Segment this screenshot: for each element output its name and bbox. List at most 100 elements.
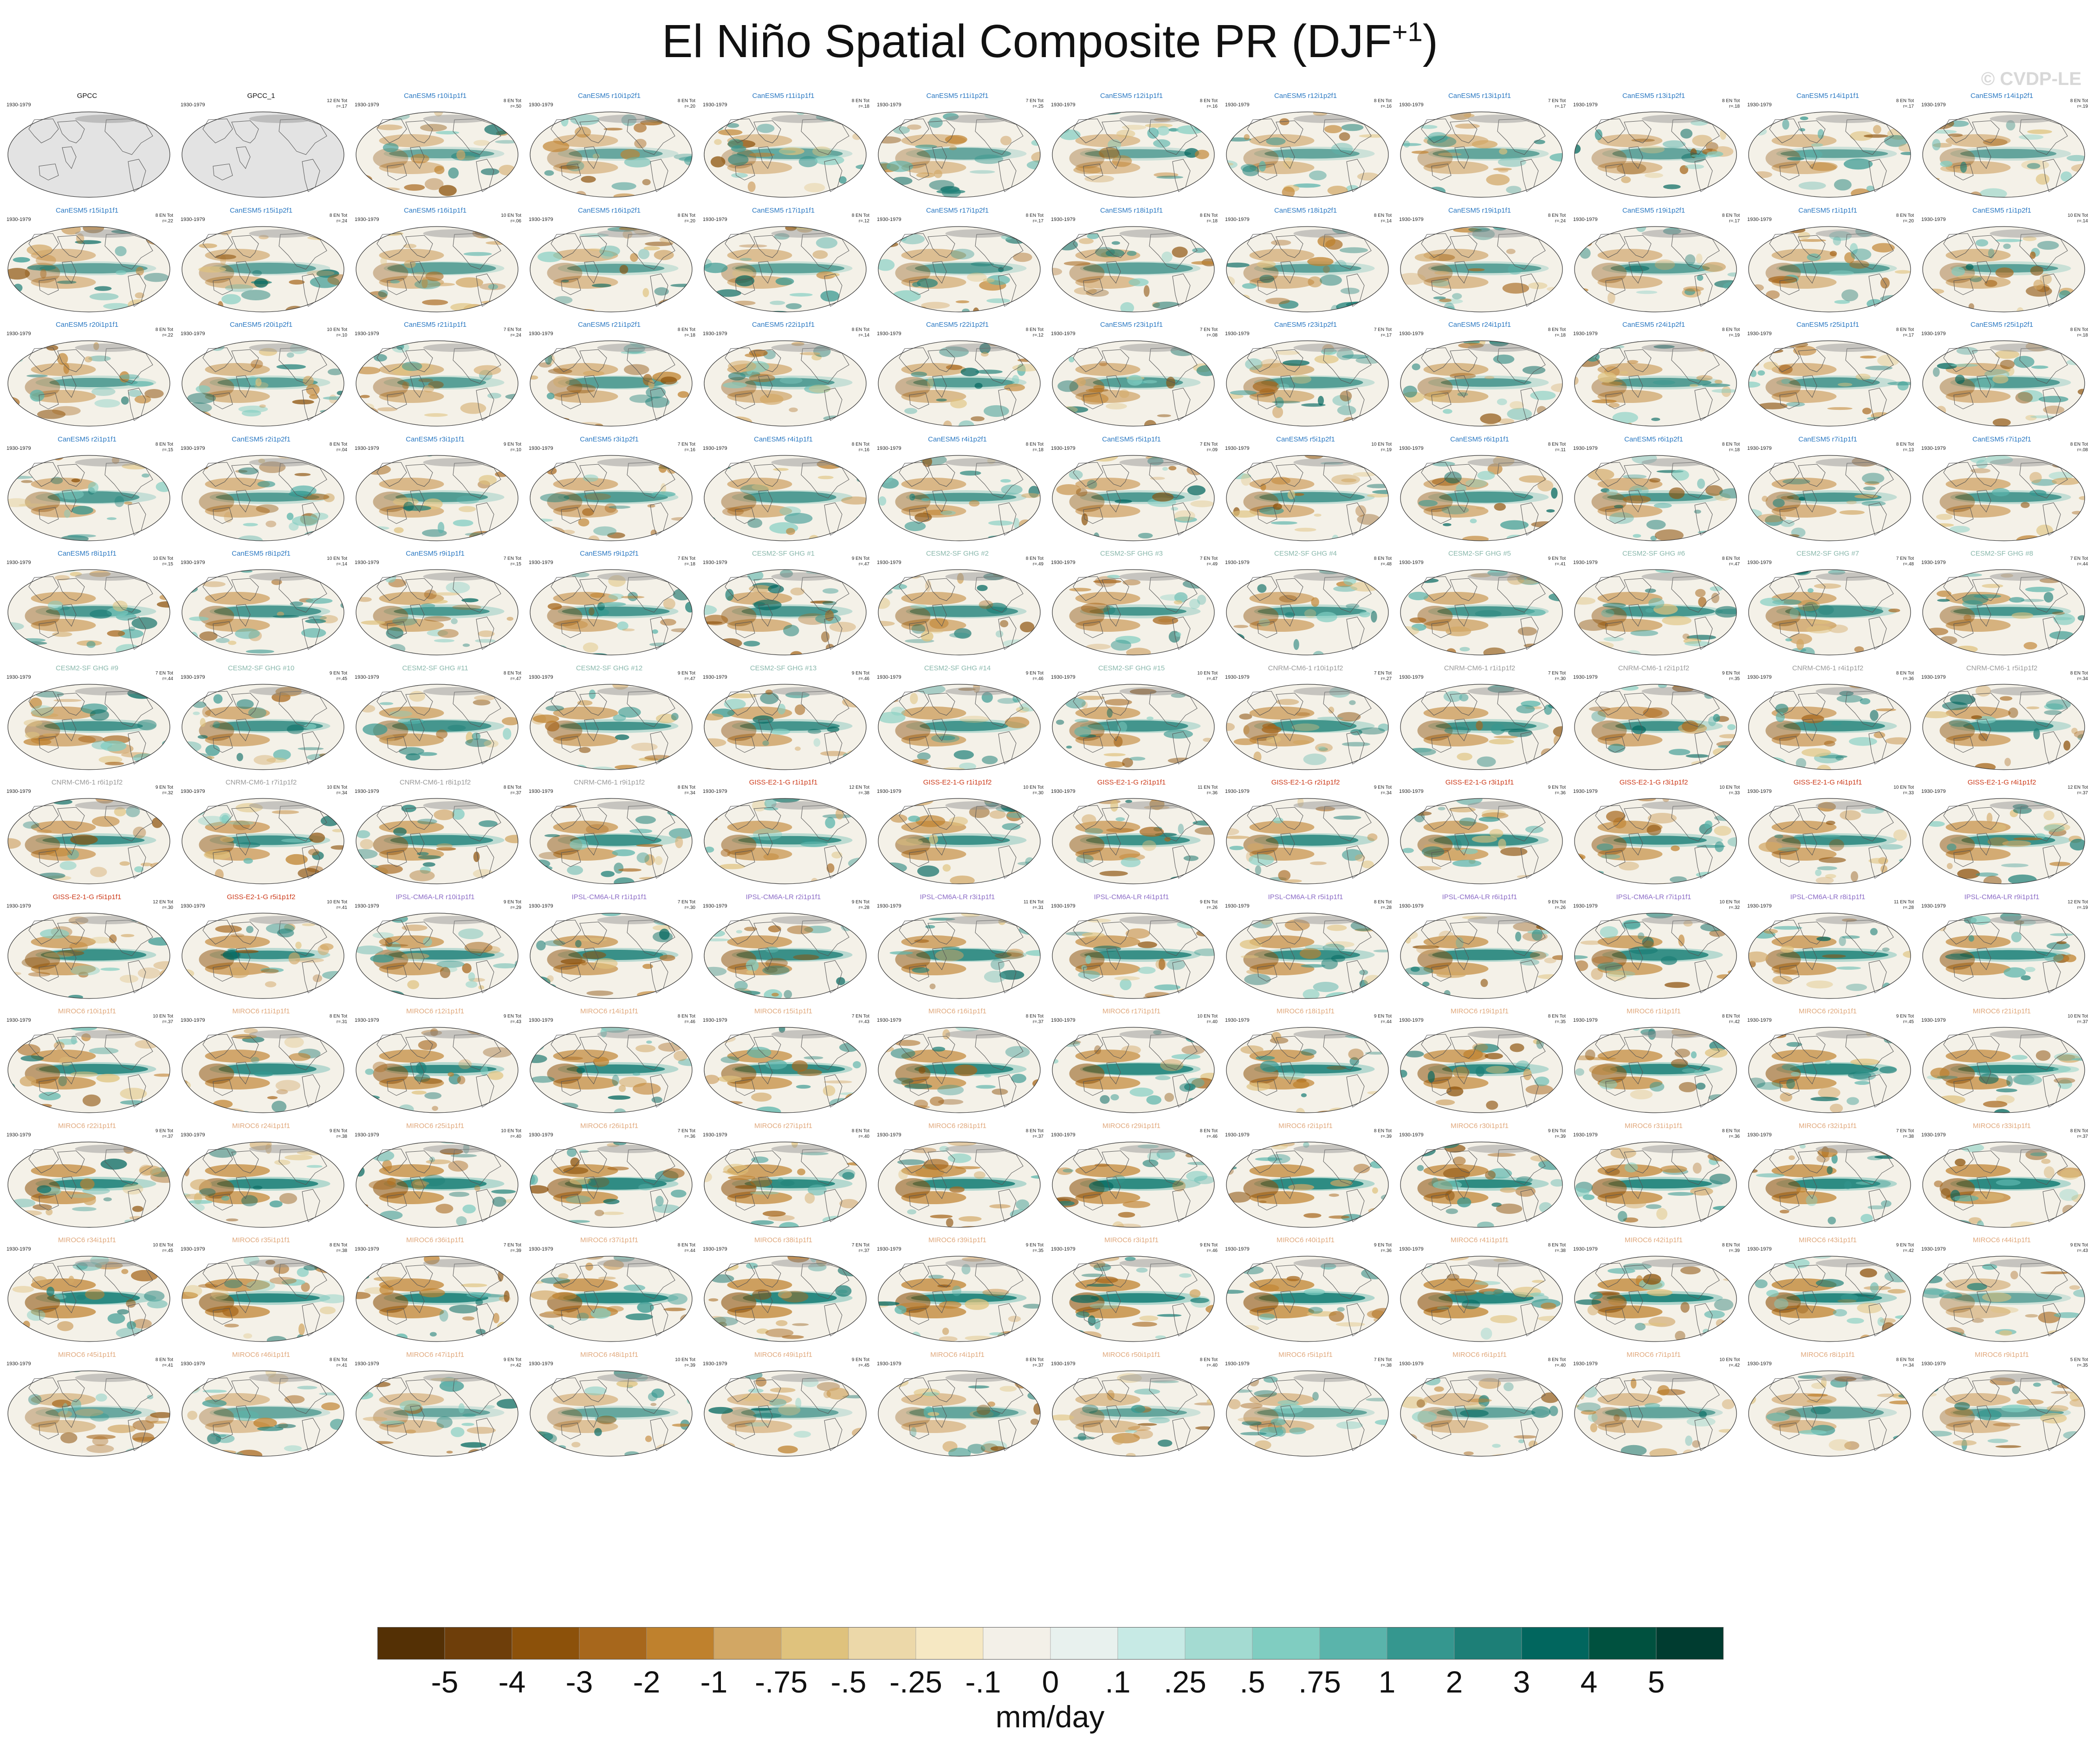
coastline-segment <box>735 1308 755 1325</box>
map-border <box>704 1256 867 1342</box>
anomaly-band-dry <box>1597 1050 1663 1063</box>
anomaly-band-wet <box>1609 377 1711 388</box>
map-panel: CESM2-SF GHG #8 1930-1979 7 EN Tot r=.44 <box>1915 550 2089 664</box>
coastline <box>627 690 675 727</box>
panel-stat: 8 EN Tot r=.37 <box>503 785 521 796</box>
panel-stat: 10 EN Tot r=.15 <box>153 556 173 567</box>
coastline-segment <box>1454 1405 1469 1428</box>
coastline <box>2019 118 2068 155</box>
coastline-segment <box>1276 463 1303 487</box>
panel-title: IPSL-CM6A-LR r2i1p1f1 <box>745 893 821 901</box>
coastline-segment <box>1953 506 1974 524</box>
coastline-segment <box>62 1062 77 1084</box>
coastline-segment <box>561 964 581 982</box>
world-map <box>878 1370 1041 1457</box>
panel-period: 1930-1979 <box>877 331 901 337</box>
coastline-segment <box>213 850 233 867</box>
coastline-segment <box>1972 120 2000 143</box>
coastline-segment <box>1779 392 1800 409</box>
panel-period: 1930-1979 <box>1051 903 1076 909</box>
panel-stat: 9 EN Tot r=.39 <box>1548 1128 1566 1139</box>
panel-stat: 8 EN Tot r=.36 <box>1722 1128 1740 1139</box>
anomaly-band-wet <box>916 148 1011 160</box>
world-map <box>181 912 344 999</box>
coastline <box>975 1263 1024 1299</box>
coastline-segment <box>1628 146 1643 169</box>
coastline-segment <box>1769 1034 1800 1059</box>
coastline-segment <box>1257 621 1277 638</box>
panel-title: GISS-E2-1-G r5i1p1f1 <box>52 893 122 901</box>
anomaly-band-dry <box>31 477 96 491</box>
coastline <box>1323 1034 1372 1070</box>
coastline-segment <box>1421 576 1452 601</box>
coastline-segment <box>1450 578 1478 601</box>
map-border <box>181 798 344 884</box>
coastline-segment <box>1595 919 1626 945</box>
panel-title: GISS-E2-1-G r4i1p1f2 <box>1967 778 2036 786</box>
coastline <box>1845 1263 1894 1299</box>
map-panel: CanESM5 r8i1p2f1 1930-1979 10 EN Tot r=.14 <box>174 550 348 664</box>
coastline-segment <box>28 690 59 716</box>
world-map <box>181 798 344 884</box>
panel-title: MIROC6 r38i1p1f1 <box>754 1236 813 1244</box>
panel-stat: 7 EN Tot r=.17 <box>1548 98 1566 109</box>
map-panel: MIROC6 r27i1p1f1 1930-1979 8 EN Tot r=.40 <box>696 1122 870 1236</box>
anomaly-band-dry <box>1423 592 1489 605</box>
anomaly-band-dry <box>1075 935 1141 948</box>
coastline-segment <box>1977 1291 1991 1313</box>
anomaly-band-dry <box>901 248 966 262</box>
coastline-segment <box>1779 1422 1800 1440</box>
coastline <box>1497 576 1546 613</box>
map-panel: MIROC6 r26i1p1f1 1930-1979 7 EN Tot r=.36 <box>522 1122 696 1236</box>
coastline-segment <box>758 1291 773 1313</box>
coastline-segment <box>1802 1176 1817 1199</box>
panel-period: 1930-1979 <box>181 102 205 108</box>
panel-stat: 8 EN Tot r=.17 <box>1896 327 1914 338</box>
coastline <box>279 576 327 613</box>
coastline-segment <box>927 807 955 830</box>
panel-stat: 8 EN Tot r=.08 <box>2070 441 2088 453</box>
panel-title: MIROC6 r24i1p1f1 <box>232 1122 291 1130</box>
map-border <box>1400 798 1563 884</box>
coastline-segment <box>1595 461 1626 487</box>
coastline-segment <box>561 1422 581 1440</box>
coastline <box>627 118 675 155</box>
anomaly-band-dry <box>1945 477 2011 491</box>
coastline-segment <box>1953 1422 1974 1440</box>
colorbar <box>377 1627 1724 1660</box>
panel-title: CESM2-SF GHG #15 <box>1098 664 1165 672</box>
coastline-segment <box>1769 805 1800 830</box>
world-map <box>1052 340 1215 427</box>
panel-title: CESM2-SF GHG #3 <box>1100 550 1163 558</box>
coastline-segment <box>551 1034 581 1059</box>
panel-period: 1930-1979 <box>1921 560 1946 565</box>
colorbar-swatch <box>512 1627 580 1660</box>
anomaly-band-dry <box>205 363 270 376</box>
coastline-segment <box>57 1036 85 1059</box>
coastline-segment <box>932 1062 947 1084</box>
map-border <box>181 912 344 999</box>
panel-title: CNRM-CM6-1 r9i1p1f2 <box>573 778 645 786</box>
coastline-segment <box>1605 392 1626 409</box>
coastline-segment <box>1083 621 1103 638</box>
coastline <box>1671 118 1720 155</box>
world-map <box>1052 1370 1215 1457</box>
map-border <box>530 1370 693 1457</box>
coastline-segment <box>236 718 251 741</box>
coastline-segment <box>405 1379 433 1402</box>
panel-period: 1930-1979 <box>1225 789 1250 794</box>
coastline <box>1671 690 1720 727</box>
map-panel: MIROC6 r9i1p1f1 1930-1979 5 EN Tot r=.35 <box>1915 1351 2089 1465</box>
world-map <box>1400 569 1563 655</box>
panel-title: MIROC6 r50i1p1f1 <box>1102 1350 1161 1359</box>
map-panel: MIROC6 r7i1p1f1 1930-1979 10 EN Tot r=.42 <box>1567 1351 1741 1465</box>
coastline <box>1497 1148 1546 1185</box>
coastline-segment <box>1779 621 1800 638</box>
map-border <box>530 226 693 312</box>
map-border <box>1052 1370 1215 1457</box>
panel-stat: 8 EN Tot r=.47 <box>1722 556 1740 567</box>
coastline-segment <box>1247 1148 1277 1174</box>
anomaly-band-dry <box>379 1278 444 1291</box>
world-map <box>704 683 867 770</box>
panel-title: CESM2-SF GHG #13 <box>750 664 817 672</box>
